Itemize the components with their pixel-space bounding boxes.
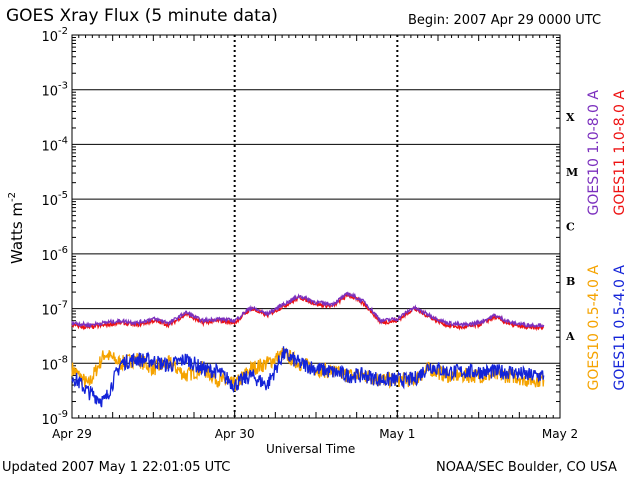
chart-title: GOES Xray Flux (5 minute data): [6, 6, 278, 26]
flare-class-m: M: [566, 166, 578, 179]
credit-text: NOAA/SEC Boulder, CO USA: [436, 460, 617, 475]
x-tick-label: Apr 29: [52, 427, 92, 441]
flare-class-c: C: [566, 221, 575, 234]
x-ticks: Apr 29 Apr 30 May 1 May 2: [52, 35, 578, 441]
y-tick-label: 10-4: [41, 135, 68, 154]
x-tick-label: Apr 30: [215, 427, 255, 441]
y-axis-title: Watts m-2: [7, 192, 26, 264]
series-lines: [71, 291, 545, 408]
legend-entry-long-0: GOES10 1.0-8.0 A: [586, 90, 602, 216]
y-ticks: 10-9 10-8 10-7 10-6 10-5 10-4 10-3 10-2: [41, 26, 560, 428]
y-tick-label: 10-8: [41, 354, 68, 373]
flare-class-b: B: [566, 275, 575, 288]
y-axis-title-text: Watts m-2: [7, 192, 26, 264]
y-tick-label: 10-3: [41, 81, 68, 100]
x-axis-title: Universal Time: [266, 442, 356, 456]
series-line-goes11-0-5-4-0-a: [71, 346, 545, 408]
flare-class-x: X: [566, 111, 575, 124]
chart-grid: [72, 35, 560, 418]
legend-entry-short-1: GOES11 0.5-4.0 A: [612, 265, 628, 391]
legend: GOES10 1.0-8.0 A GOES11 1.0-8.0 A GOES10 0…: [586, 90, 628, 391]
y-tick-label: 10-7: [41, 300, 68, 319]
y-tick-label: 10-6: [41, 245, 68, 264]
updated-timestamp: Updated 2007 May 1 22:01:05 UTC: [2, 460, 231, 475]
begin-time: Begin: 2007 Apr 29 0000 UTC: [408, 13, 602, 28]
y-tick-label: 10-2: [41, 26, 68, 45]
flare-class-labels: A B C M X: [565, 111, 578, 343]
x-tick-label: May 1: [379, 427, 415, 441]
x-tick-label: May 2: [542, 427, 578, 441]
y-tick-label: 10-5: [41, 190, 68, 209]
series-line-goes10-1-0-8-0-a: [71, 291, 545, 329]
y-tick-label: 10-9: [41, 409, 68, 428]
legend-entry-long-1: GOES11 1.0-8.0 A: [612, 90, 628, 216]
legend-entry-short-0: GOES10 0.5-4.0 A: [586, 265, 602, 391]
flare-class-a: A: [565, 330, 575, 343]
